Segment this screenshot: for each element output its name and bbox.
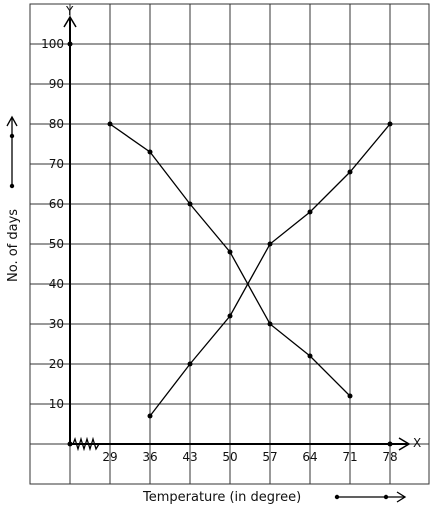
series-2-point [387, 121, 393, 127]
y-axis-title: No. of days [6, 209, 21, 282]
y-tick-label: 70 [49, 157, 64, 171]
x-tick-label: 78 [382, 450, 397, 464]
y-axis-end-point [67, 41, 73, 47]
series-group [107, 121, 393, 419]
x-axis-end-point [387, 441, 393, 447]
y-tick-label: 60 [49, 197, 64, 211]
series-1-point [147, 149, 153, 155]
y-tick-label: 50 [49, 237, 64, 251]
y-tick-label: 30 [49, 317, 64, 331]
series-2-point [347, 169, 353, 175]
series-1-point [107, 121, 113, 127]
series-2-point [187, 361, 193, 367]
tick-labels: 29 36 43 50 57 64 71 78 10 20 30 40 50 60 70 80 90 100 [41, 37, 398, 464]
x-axis-letter: X [413, 436, 421, 450]
x-title-arrow-dot [383, 494, 389, 500]
x-tick-label: 57 [262, 450, 277, 464]
x-title-arrow-head [396, 491, 407, 503]
x-tick-label: 29 [102, 450, 117, 464]
series-2-point [267, 241, 273, 247]
x-tick-label: 43 [182, 450, 197, 464]
series-2-point [307, 209, 313, 215]
y-title-arrow-dot [9, 133, 15, 139]
x-tick-label: 71 [342, 450, 357, 464]
x-axis-break [72, 436, 100, 452]
series-2-point [147, 413, 153, 419]
grid [29, 3, 430, 485]
series-1-point [187, 201, 193, 207]
y-title-arrow-head [6, 115, 18, 127]
y-tick-label: 20 [49, 357, 64, 371]
x-tick-label: 64 [302, 450, 317, 464]
y-tick-label: 100 [41, 37, 64, 51]
x-tick-label: 36 [142, 450, 157, 464]
series-1-point [347, 393, 353, 399]
y-tick-label: 40 [49, 277, 64, 291]
origin-point [67, 441, 73, 447]
y-axis-letter: Y [65, 4, 74, 18]
x-axis-arrowhead [398, 437, 411, 451]
x-tick-label: 50 [222, 450, 237, 464]
x-title-arrow-dot [334, 494, 340, 500]
y-axis-direction-arrow [6, 115, 18, 189]
y-tick-label: 90 [49, 77, 64, 91]
x-axis-direction-arrow [334, 491, 407, 503]
series-2-point [227, 313, 233, 319]
series-1-point [307, 353, 313, 359]
y-axis-arrowhead [63, 15, 77, 28]
axes [63, 15, 411, 452]
y-tick-label: 80 [49, 117, 64, 131]
series-1-point [267, 321, 273, 327]
y-tick-label: 10 [49, 397, 64, 411]
x-axis-title: Temperature (in degree) [142, 490, 301, 505]
series-1-point [227, 249, 233, 255]
y-title-arrow-dot [9, 183, 15, 189]
